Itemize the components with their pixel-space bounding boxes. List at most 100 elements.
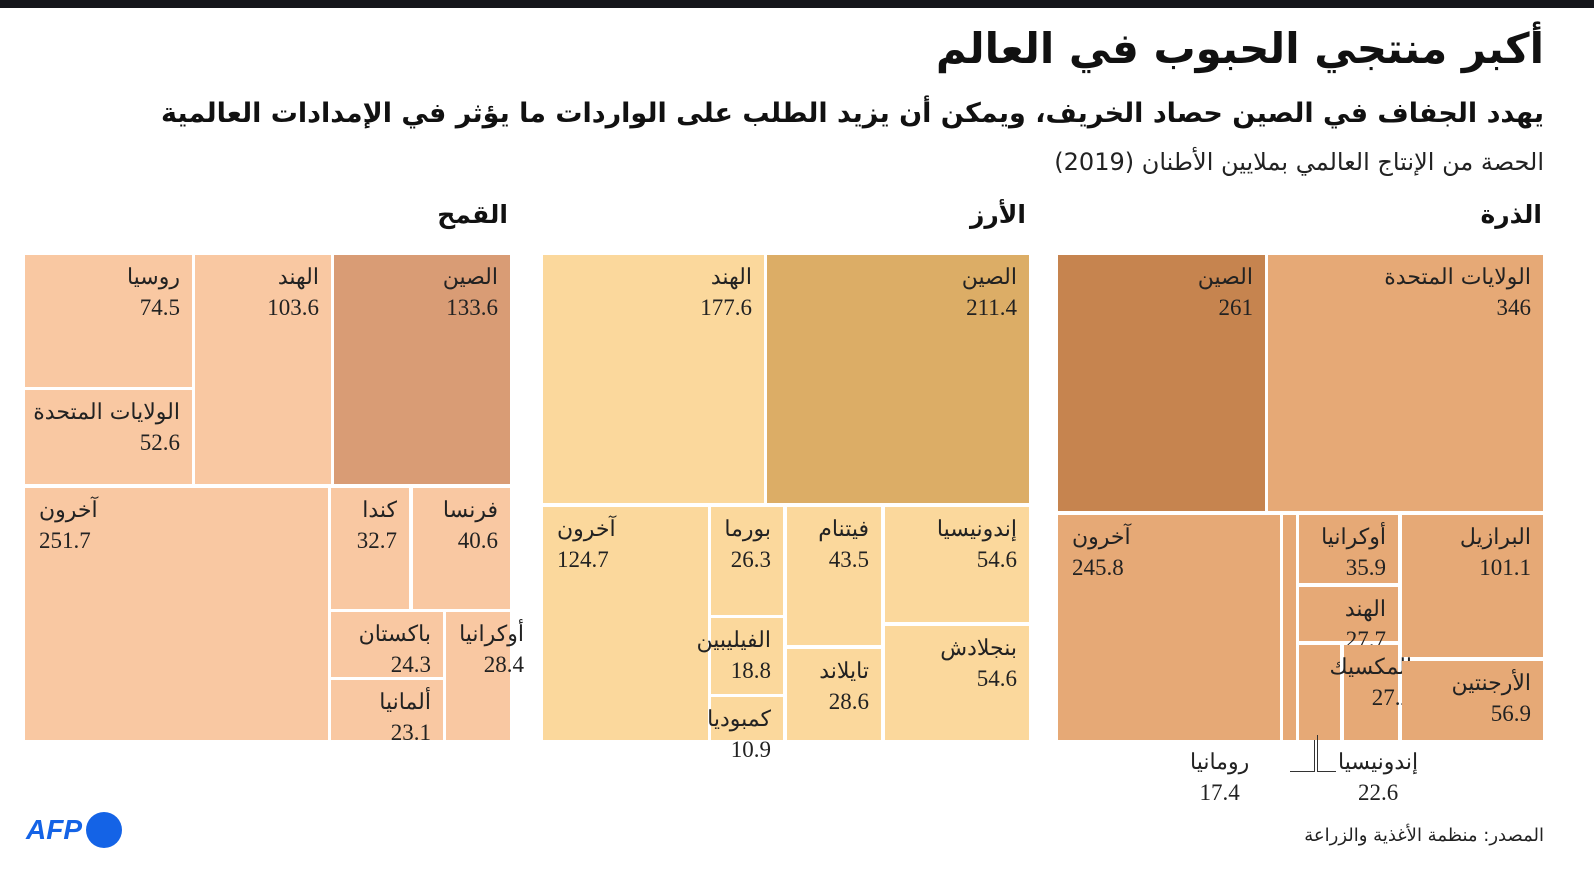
tile-label: فيتنام 43.5 — [818, 515, 869, 575]
tile: آخرون 251.7 — [25, 488, 328, 740]
leader-line — [1317, 735, 1336, 772]
tile-name: الفيليبين — [696, 628, 771, 653]
tile-name: باكستان — [358, 622, 431, 647]
logo-dot — [86, 812, 122, 848]
tile-value: 251.7 — [39, 528, 91, 553]
tile-label: أوكرانيا 35.9 — [1321, 523, 1386, 583]
tile-name: البرازيل — [1459, 525, 1531, 550]
source-note: المصدر: منظمة الأغذية والزراعة — [1304, 825, 1544, 846]
tile-name: الولايات المتحدة — [1384, 265, 1531, 290]
tile-value: 22.6 — [1357, 780, 1399, 805]
tile: أوكرانيا 28.4 — [446, 612, 524, 740]
tile-name: أوكرانيا — [1321, 525, 1386, 550]
tile-name: الولايات المتحدة — [33, 400, 180, 425]
tile: آخرون 124.7 — [543, 507, 708, 740]
tile-value: 245.8 — [1072, 555, 1124, 580]
tile: فيتنام 43.5 — [787, 507, 881, 645]
tile-value: 74.5 — [139, 295, 180, 320]
tile-value: 17.4 — [1199, 780, 1240, 805]
tile-label: الهند 103.6 — [267, 263, 319, 323]
tile: باكستان 24.3 — [331, 612, 443, 677]
tile-label: فرنسا 40.6 — [443, 496, 498, 556]
tile-label: الصين 133.6 — [443, 263, 498, 323]
page-title: أكبر منتجي الحبوب في العالم — [935, 24, 1544, 73]
tile: الأرجنتين 56.9 — [1402, 661, 1543, 740]
tile-value: 43.5 — [828, 547, 869, 572]
tile-label: الهند 177.6 — [700, 263, 752, 323]
tile-label: ألمانيا 23.1 — [379, 688, 431, 748]
tile-label: باكستان 24.3 — [359, 620, 431, 680]
tile-label: الولايات المتحدة 346 — [1384, 263, 1531, 323]
tile: إندونيسيا 54.6 — [885, 507, 1029, 622]
wheat-chart-title: القمح — [437, 200, 508, 229]
tile-value: 56.9 — [1490, 701, 1531, 726]
subtitle: يهدد الجفاف في الصين حصاد الخريف، ويمكن … — [160, 98, 1544, 129]
tile: آخرون 245.8 — [1058, 515, 1280, 740]
tile-value: 28.6 — [828, 689, 869, 714]
tile: بنجلادش 54.6 — [885, 626, 1029, 740]
tile-label: روسيا 74.5 — [127, 263, 180, 323]
tile-label: الولايات المتحدة 52.6 — [33, 398, 180, 458]
tile-value: 28.4 — [483, 652, 524, 677]
tile: البرازيل 101.1 — [1402, 515, 1543, 657]
tile-label: تايلاند 28.6 — [819, 657, 869, 717]
tile-value: 35.9 — [1345, 555, 1386, 580]
tile: روسيا 74.5 — [25, 255, 192, 387]
tile-name: فرنسا — [442, 498, 498, 523]
tile-name: الهند — [710, 265, 752, 290]
tile-label: إندونيسيا 22.6 — [1338, 748, 1418, 808]
tile: الهند 27.7 — [1299, 587, 1398, 652]
afp-logo: AFP — [26, 812, 122, 848]
tile-name: إندونيسيا — [936, 517, 1017, 542]
tile-label: بورما 26.3 — [724, 515, 771, 575]
tile: كمبوديا 10.9 — [707, 697, 783, 762]
tile-value: 133.6 — [446, 295, 498, 320]
tile-label: آخرون 124.7 — [557, 515, 616, 575]
tile-value: 27.2 — [1371, 685, 1412, 710]
tile-label: الأرجنتين 56.9 — [1451, 669, 1531, 729]
tile-value: 54.6 — [976, 547, 1017, 572]
tile: فرنسا 40.6 — [413, 488, 510, 609]
tile-value: 101.1 — [1479, 555, 1531, 580]
logo-text: AFP — [26, 814, 82, 845]
tile-value: 23.1 — [390, 720, 431, 745]
unit-note: الحصة من الإنتاج العالمي بملايين الأطنان… — [1054, 148, 1544, 176]
tile — [1299, 645, 1340, 740]
tile-name: أوكرانيا — [459, 622, 524, 647]
tile-name: الصين — [961, 265, 1017, 290]
tile-name: روسيا — [126, 265, 180, 290]
tile-label: كندا 32.7 — [357, 496, 397, 556]
tile-label: إندونيسيا 54.6 — [937, 515, 1017, 575]
tile-value: 32.7 — [356, 528, 397, 553]
tile: الصين 133.6 — [334, 255, 510, 484]
tile-label: بنجلادش 54.6 — [940, 634, 1017, 694]
tile-name: الهند — [1344, 597, 1386, 622]
tile-label: الصين 211.4 — [962, 263, 1017, 323]
tile-name: آخرون — [1072, 525, 1131, 550]
tile-value: 40.6 — [457, 528, 498, 553]
corn-chart-title: الذرة — [1480, 200, 1542, 229]
tile-name: تايلاند — [819, 659, 869, 684]
tile-name: فيتنام — [818, 517, 869, 542]
tile-label: آخرون 251.7 — [39, 496, 98, 556]
tile-label: أوكرانيا 28.4 — [459, 620, 524, 680]
tile-name: الهند — [277, 265, 319, 290]
tile-label: آخرون 245.8 — [1072, 523, 1131, 583]
tile-label: البرازيل 101.1 — [1460, 523, 1531, 583]
tile-label: رومانيا 17.4 — [1190, 748, 1249, 808]
tile: تايلاند 28.6 — [787, 649, 881, 740]
tile: المكسيك 27.2 — [1330, 645, 1412, 740]
tile-value: 211.4 — [966, 295, 1017, 320]
tile-name: رومانيا — [1190, 750, 1250, 775]
tile: الصين 261 — [1058, 255, 1265, 511]
tile-value: 52.6 — [139, 430, 180, 455]
tile: الفيليبين 18.8 — [696, 618, 783, 694]
tile-value: 103.6 — [267, 295, 319, 320]
tile: الهند 177.6 — [543, 255, 764, 503]
tile-value: 124.7 — [557, 547, 609, 572]
tile-name: بورما — [724, 517, 771, 542]
tile-name: المكسيك — [1329, 655, 1413, 680]
tile-value: 10.9 — [730, 737, 771, 762]
tile-value: 26.3 — [730, 547, 771, 572]
